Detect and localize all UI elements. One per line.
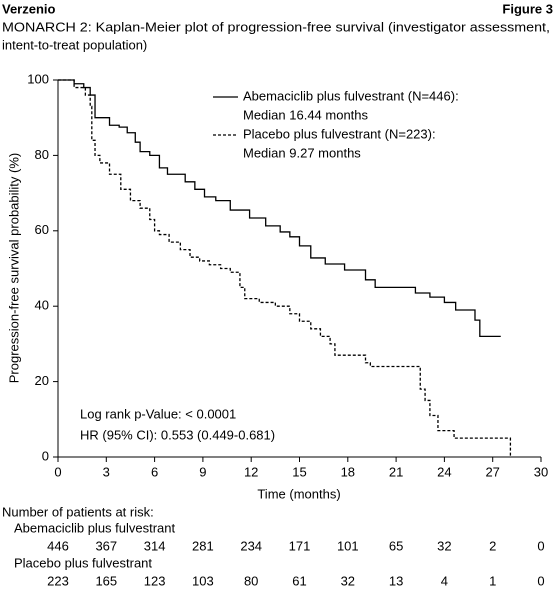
risk-count: 281 [192,538,214,553]
survival-curve [58,79,501,338]
risk-table-title: Number of patients at risk: [2,504,154,519]
x-tick-label: 9 [199,464,206,479]
risk-count: 171 [289,538,311,553]
y-axis-label: Progression-free survival probability (%… [6,153,21,383]
x-tick-label: 18 [341,464,355,479]
risk-count: 223 [47,573,69,588]
risk-count: 2 [489,538,496,553]
risk-count: 61 [292,573,306,588]
risk-row-label: Abemaciclib plus fulvestrant [14,520,176,535]
y-tick-label: 40 [35,298,49,313]
survival-curve [58,79,512,457]
legend-median: Median 9.27 months [243,145,361,160]
x-tick-label: 12 [244,464,258,479]
risk-count: 367 [95,538,117,553]
risk-count: 65 [389,538,403,553]
risk-count: 0 [537,573,544,588]
risk-count: 103 [192,573,214,588]
x-tick-label: 30 [534,464,548,479]
chart-title: intent-to-treat population) [2,37,147,52]
y-tick-label: 80 [35,147,49,162]
annotation: Log rank p-Value: < 0.0001 [80,406,236,421]
risk-count: 4 [441,573,448,588]
x-tick-label: 21 [389,464,403,479]
risk-count: 165 [95,573,117,588]
x-tick-label: 15 [292,464,306,479]
header-left: Verzenio [2,1,56,16]
x-tick-label: 24 [437,464,451,479]
y-tick-label: 60 [35,222,49,237]
risk-row-label: Placebo plus fulvestrant [14,555,152,570]
risk-count: 123 [144,573,166,588]
y-tick-label: 20 [35,373,49,388]
x-tick-label: 0 [54,464,61,479]
header-right: Figure 3 [502,1,553,16]
risk-count: 314 [144,538,166,553]
risk-count: 446 [47,538,69,553]
y-tick-label: 0 [42,448,49,463]
legend-label: Placebo plus fulvestrant (N=223): [243,126,436,141]
annotation: HR (95% CI): 0.553 (0.449-0.681) [80,427,275,442]
x-tick-label: 27 [485,464,499,479]
x-tick-label: 3 [103,464,110,479]
risk-count: 1 [489,573,496,588]
risk-count: 32 [437,538,451,553]
risk-count: 0 [537,538,544,553]
y-tick-label: 100 [27,71,49,86]
risk-count: 13 [389,573,403,588]
x-axis-label: Time (months) [257,486,340,501]
legend-median: Median 16.44 months [243,107,369,122]
risk-count: 234 [240,538,262,553]
legend-label: Abemaciclib plus fulvestrant (N=446): [243,88,459,103]
risk-count: 32 [341,573,355,588]
chart-title: MONARCH 2: Kaplan-Meier plot of progress… [2,19,550,34]
risk-count: 101 [337,538,359,553]
risk-count: 80 [244,573,258,588]
x-tick-label: 6 [151,464,158,479]
